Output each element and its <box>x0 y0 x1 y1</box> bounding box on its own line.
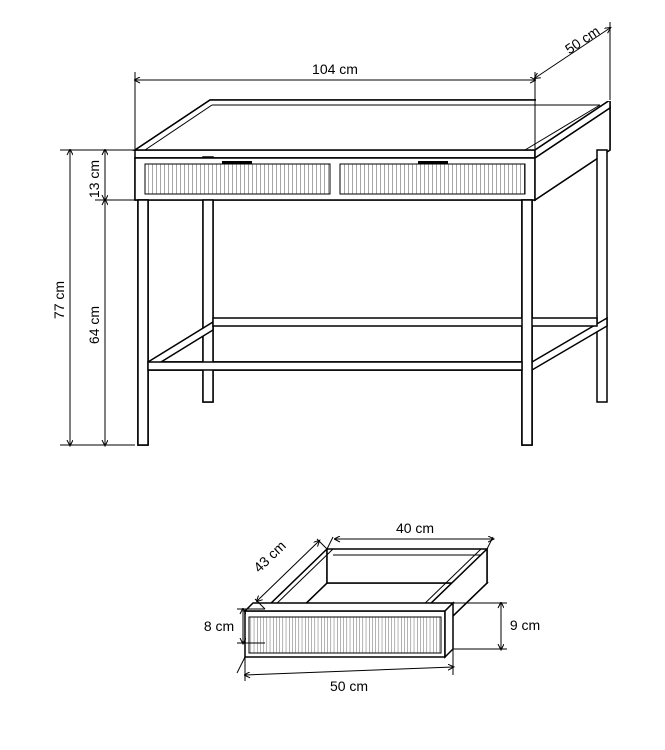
dim-drawer-front-h: 9 cm <box>510 617 540 633</box>
dim-drawer-band-h: 13 cm <box>86 160 102 198</box>
dim-total-h: 77 cm <box>51 281 67 319</box>
desk-vertical-dims: 13 cm 64 cm 77 cm <box>51 150 135 445</box>
drawer-drawing: 43 cm 40 cm 8 cm 9 cm 50 cm <box>204 505 540 725</box>
dim-desk-width: 104 cm <box>312 61 358 77</box>
dim-drawer-front-w: 50 cm <box>330 678 368 694</box>
dim-drawer-inner-w: 40 cm <box>396 520 434 536</box>
dimension-drawing: 104 cm <box>0 0 665 750</box>
desk-drawing <box>135 100 610 445</box>
dim-drawer-side-h: 8 cm <box>204 618 234 634</box>
dim-leg-clear-h: 64 cm <box>86 306 102 344</box>
